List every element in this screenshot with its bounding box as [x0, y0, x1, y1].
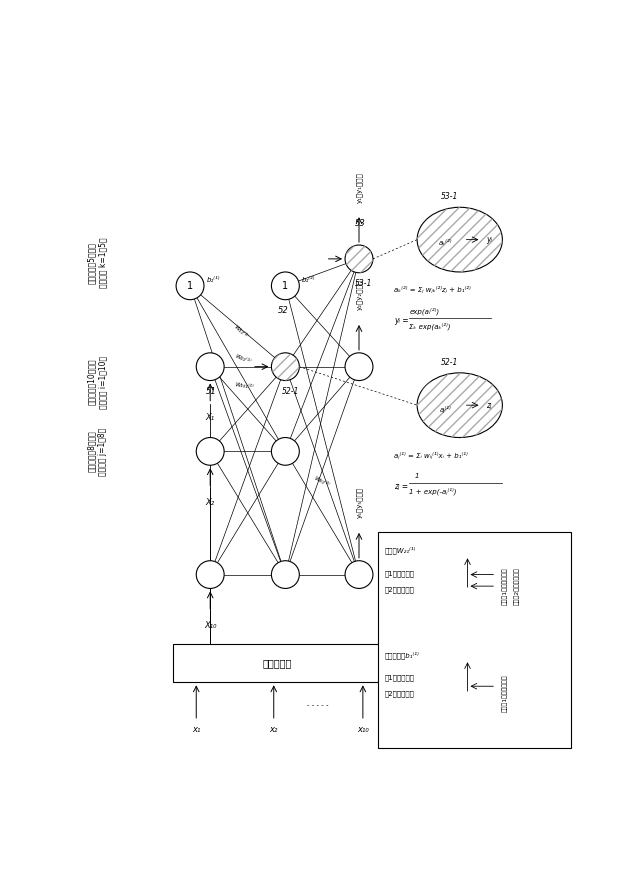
Text: 52-1: 52-1 — [440, 357, 458, 367]
Text: aₖ⁽²⁾: aₖ⁽²⁾ — [439, 240, 452, 246]
Text: 重み：W₂₁⁽¹⁾: 重み：W₂₁⁽¹⁾ — [385, 546, 416, 554]
Text: X₁: X₁ — [205, 413, 215, 422]
Text: （2）は出力層: （2）は出力層 — [385, 586, 415, 593]
Ellipse shape — [196, 353, 224, 380]
Ellipse shape — [417, 207, 502, 272]
Text: b₁⁽²⁾: b₁⁽²⁾ — [301, 277, 315, 282]
Ellipse shape — [345, 353, 373, 380]
Text: （2）は出力層: （2）は出力層 — [385, 690, 415, 697]
Text: 前層の2番目のノード: 前層の2番目のノード — [514, 567, 520, 605]
Ellipse shape — [417, 373, 502, 438]
Text: y₂：y₂の確率: y₂：y₂の確率 — [356, 280, 362, 310]
Text: zⱼ: zⱼ — [486, 400, 492, 410]
Text: y₁：y₁の確率: y₁：y₁の確率 — [356, 172, 362, 203]
Ellipse shape — [271, 272, 300, 300]
Text: 次層の1番目のノード: 次層の1番目のノード — [502, 567, 508, 605]
Text: yᵢ: yᵢ — [486, 235, 492, 244]
Text: （1）は隠れ層: （1）は隠れ層 — [385, 571, 415, 578]
Text: 次層の1番目のノード: 次層の1番目のノード — [502, 675, 508, 712]
Text: （1）は隠れ層: （1）は隠れ層 — [385, 675, 415, 682]
Text: x₁: x₁ — [192, 725, 200, 734]
Text: 入力層：節10ノード
（ノード i=1～10）: 入力層：節10ノード （ノード i=1～10） — [86, 356, 108, 409]
Text: aⱼ⁽¹⁾: aⱼ⁽¹⁾ — [440, 406, 452, 413]
Text: バイアス：b₁⁽¹⁾: バイアス：b₁⁽¹⁾ — [385, 652, 419, 659]
Text: b₁⁽¹⁾: b₁⁽¹⁾ — [206, 277, 220, 282]
Text: y₅：y₅の確率: y₅：y₅の確率 — [356, 488, 362, 518]
Text: 53: 53 — [355, 219, 366, 228]
Ellipse shape — [271, 561, 300, 588]
Text: 1: 1 — [187, 281, 193, 291]
Text: 52-1: 52-1 — [282, 386, 299, 396]
Text: - - - - -: - - - - - — [307, 703, 329, 709]
Bar — [173, 644, 382, 683]
Text: X₂: X₂ — [205, 497, 215, 507]
Text: 隠れ層：節8ノード
（ノード j=1～8）: 隠れ層：節8ノード （ノード j=1～8） — [86, 427, 108, 475]
Ellipse shape — [345, 245, 373, 273]
Text: aₖ⁽²⁾ = Σⱼ wⱼₖ⁽²⁾zⱼ + b₁⁽²⁾: aₖ⁽²⁾ = Σⱼ wⱼₖ⁽²⁾zⱼ + b₁⁽²⁾ — [394, 286, 470, 293]
Ellipse shape — [176, 272, 204, 300]
Text: aⱼ⁽¹⁾ = Σᵢ wᵢⱼ⁽¹⁾xᵢ + b₁⁽¹⁾: aⱼ⁽¹⁾ = Σᵢ wᵢⱼ⁽¹⁾xᵢ + b₁⁽¹⁾ — [394, 452, 468, 459]
Text: exp(aᵢ⁽²⁾): exp(aᵢ⁽²⁾) — [410, 308, 440, 315]
Text: yᵢ =: yᵢ = — [394, 316, 408, 325]
Ellipse shape — [271, 353, 300, 380]
Text: 1 + exp(-aⱼ⁽¹⁾): 1 + exp(-aⱼ⁽¹⁾) — [410, 488, 457, 496]
Text: W₁₁⁽¹⁾: W₁₁⁽¹⁾ — [233, 324, 248, 340]
Text: 51: 51 — [206, 386, 217, 396]
Text: 52: 52 — [278, 306, 289, 315]
Ellipse shape — [345, 561, 373, 588]
Text: 出力層：節5ノード
（ノード k=1～5）: 出力層：節5ノード （ノード k=1～5） — [86, 238, 108, 288]
Text: 1: 1 — [282, 281, 289, 291]
Bar — [378, 532, 571, 748]
Text: 1: 1 — [415, 473, 419, 479]
Ellipse shape — [196, 561, 224, 588]
Text: X₁₀: X₁₀ — [204, 621, 216, 630]
Text: W₈₁⁽²⁾: W₈₁⁽²⁾ — [314, 475, 330, 489]
Text: W₁₀₁⁽¹⁾: W₁₀₁⁽¹⁾ — [234, 382, 254, 390]
Text: W₂₁⁽¹⁾: W₂₁⁽¹⁾ — [234, 353, 252, 364]
Ellipse shape — [196, 438, 224, 465]
Text: 53-1: 53-1 — [440, 192, 458, 201]
Text: 53-1: 53-1 — [355, 279, 372, 288]
Text: x₂: x₂ — [269, 725, 278, 734]
Text: Σₖ exp(aₖ⁽²⁾): Σₖ exp(aₖ⁽²⁾) — [410, 323, 451, 330]
Text: zⱼ =: zⱼ = — [394, 482, 408, 490]
Text: x₁₀: x₁₀ — [357, 725, 369, 734]
Text: 観　測　層: 観 測 層 — [263, 658, 292, 668]
Ellipse shape — [271, 438, 300, 465]
